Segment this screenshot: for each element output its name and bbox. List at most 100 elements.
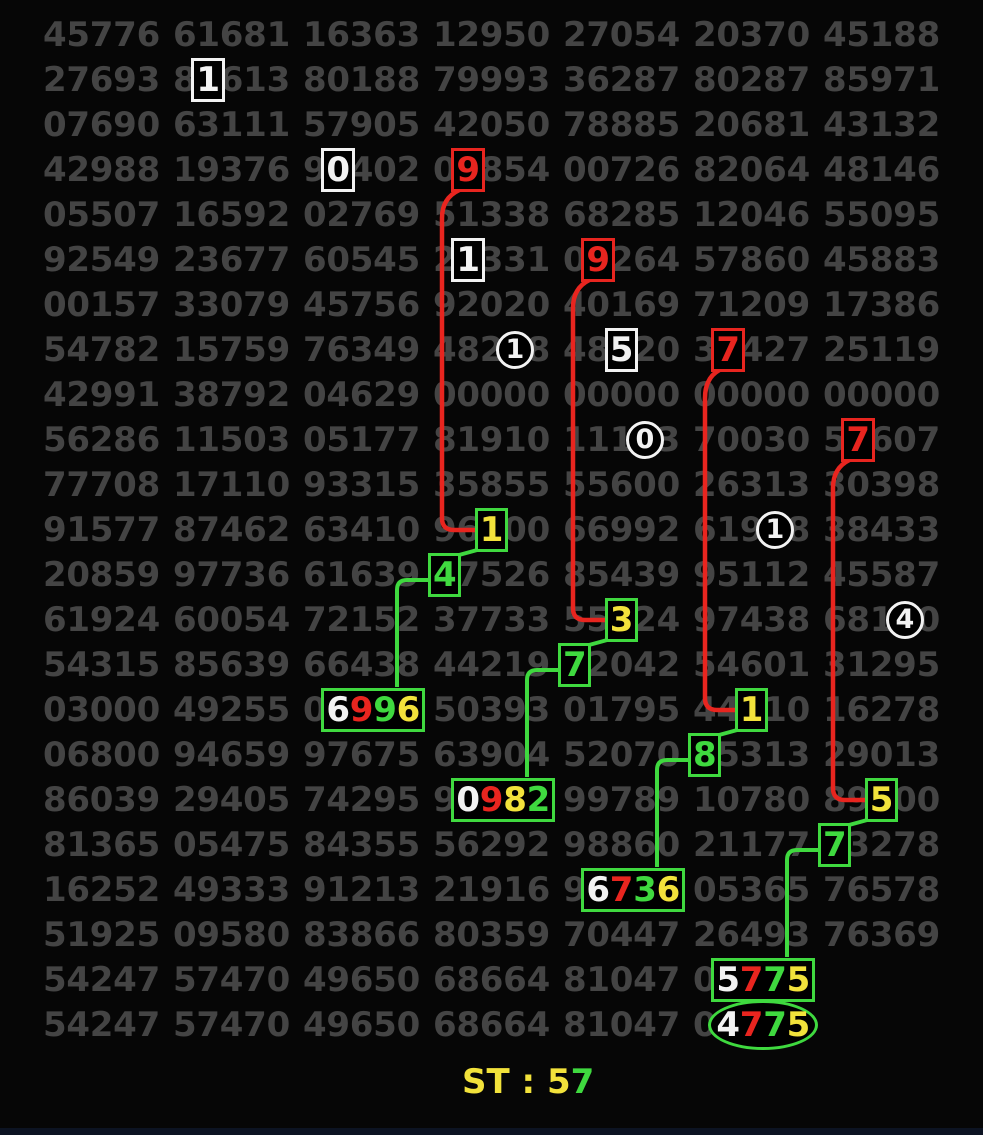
footer-label: ST :	[462, 1062, 547, 1102]
connector-green-line	[395, 578, 428, 687]
connector-red-line	[570, 277, 607, 623]
highlight-digit: 7	[739, 1005, 764, 1045]
highlight-digit: 6	[656, 870, 681, 910]
highlight-square-0: 0	[321, 148, 355, 192]
highlight-digit: 5	[786, 1005, 811, 1045]
connector-green-line	[655, 758, 688, 867]
connector-red-line	[702, 368, 737, 713]
highlight-digit: 7	[609, 870, 634, 910]
highlight-digit: 5	[716, 960, 741, 1000]
footer-result-digit: 7	[570, 1062, 595, 1102]
number-group: 57607	[823, 420, 941, 460]
connector-green-line	[785, 848, 818, 957]
highlight-digit: 1	[765, 514, 785, 545]
highlight-digit: 1	[739, 690, 764, 730]
highlight-digit: 6	[396, 690, 421, 730]
highlight-square-5: 5	[864, 778, 899, 822]
highlight-digit: 1	[505, 334, 525, 365]
highlight-square-9: 9	[451, 148, 485, 192]
highlight-digit: 6	[326, 690, 351, 730]
highlight-circle-1: 1	[755, 511, 794, 549]
highlight-digit: 8	[693, 735, 717, 775]
highlight-digit: 9	[479, 780, 504, 820]
highlight-digit: 4	[716, 1005, 741, 1045]
footer-result: ST : 57	[462, 1060, 594, 1104]
footer-result-digit: 5	[546, 1062, 571, 1102]
highlight-digit: 4	[433, 555, 457, 595]
highlight-circle-1: 1	[495, 331, 534, 369]
highlight-digit: 5	[609, 330, 634, 370]
highlight-digit: 9	[373, 690, 397, 730]
highlight-square-3: 3	[604, 598, 639, 642]
highlight-square-1: 1	[191, 58, 225, 102]
highlight-digit: 7	[846, 420, 871, 460]
highlight-digit: 7	[823, 825, 847, 865]
